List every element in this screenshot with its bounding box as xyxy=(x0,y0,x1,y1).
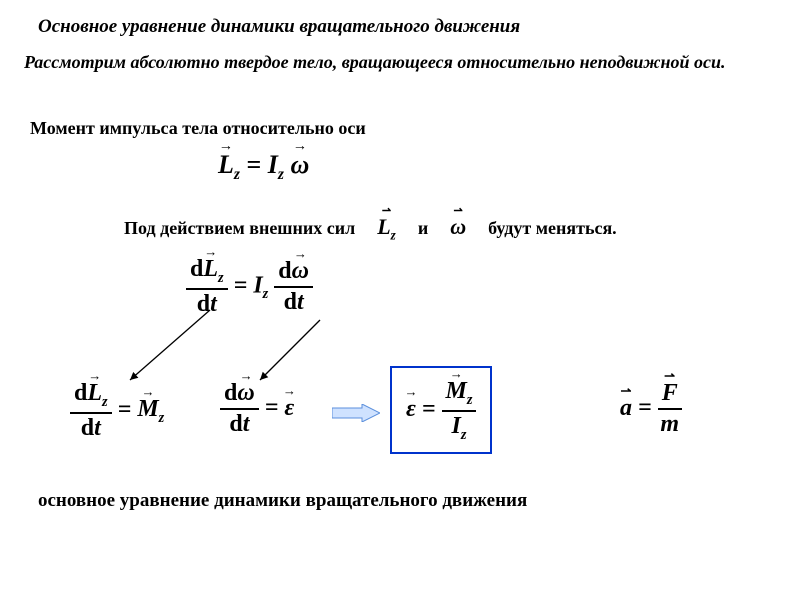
subtitle: Рассмотрим абсолютно твердое тело, враща… xyxy=(24,50,764,74)
moment-line: Момент импульса тела относительно оси xyxy=(30,118,366,139)
equation-lz: →Lz = Iz →ω xyxy=(218,150,309,184)
bottom-caption: основное уравнение динамики вращательног… xyxy=(38,490,527,512)
equation-dl-m: d→Lz dt = →Mz xyxy=(70,380,164,442)
equation-newton: ⇀a = ⇀F m xyxy=(620,380,682,438)
equation-main-box: →ε = →Mz Iz xyxy=(390,366,492,454)
page-title: Основное уравнение динамики вращательног… xyxy=(38,16,520,38)
arrow-right-icon xyxy=(332,404,380,422)
change-line: Под действием внешних сил ⇀Lz и ⇀ω будут… xyxy=(124,214,617,243)
equation-dw-eps: d→ω dt = →ε xyxy=(220,380,294,438)
equation-derivative: d→Lz dt = Iz d→ω dt xyxy=(186,256,313,318)
